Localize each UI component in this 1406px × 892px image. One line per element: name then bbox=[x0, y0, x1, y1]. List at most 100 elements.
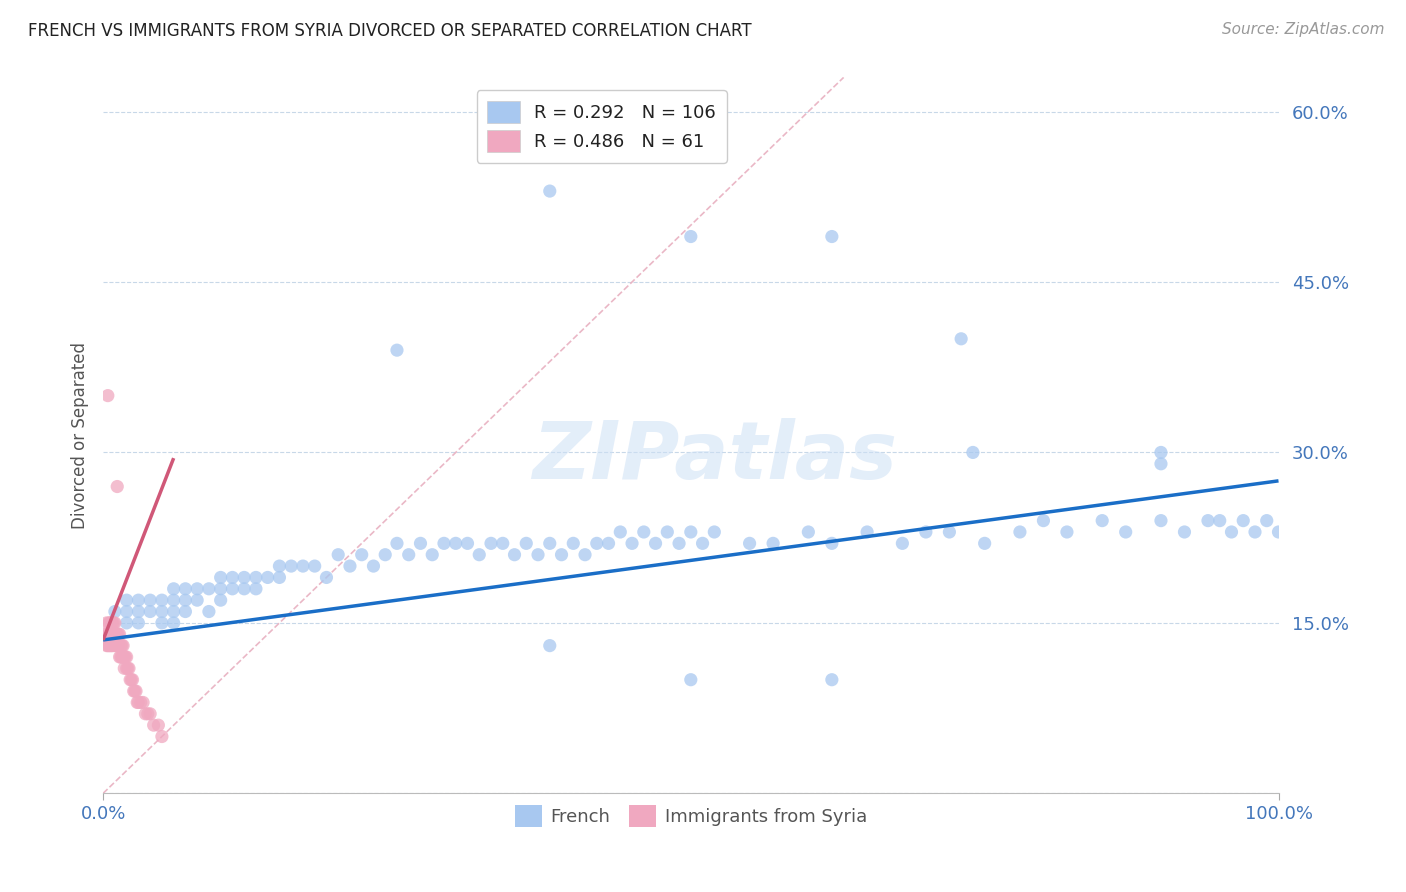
Point bbox=[574, 548, 596, 562]
Point bbox=[221, 582, 243, 596]
Point bbox=[374, 548, 396, 562]
Point bbox=[101, 639, 124, 653]
Point bbox=[107, 639, 129, 653]
Point bbox=[100, 627, 122, 641]
Point bbox=[105, 627, 128, 641]
Point bbox=[150, 615, 173, 630]
Point bbox=[98, 615, 121, 630]
Point bbox=[186, 582, 208, 596]
Point bbox=[550, 548, 572, 562]
Point bbox=[94, 627, 117, 641]
Point bbox=[1256, 514, 1278, 528]
Point bbox=[110, 650, 132, 665]
Point bbox=[127, 615, 149, 630]
Point bbox=[304, 559, 326, 574]
Point bbox=[110, 639, 132, 653]
Point bbox=[96, 615, 118, 630]
Point bbox=[1091, 514, 1114, 528]
Point bbox=[1032, 514, 1054, 528]
Point bbox=[398, 548, 420, 562]
Point bbox=[280, 559, 302, 574]
Text: Source: ZipAtlas.com: Source: ZipAtlas.com bbox=[1222, 22, 1385, 37]
Point bbox=[174, 593, 197, 607]
Point bbox=[973, 536, 995, 550]
Point bbox=[98, 627, 121, 641]
Point bbox=[245, 570, 267, 584]
Point bbox=[139, 593, 162, 607]
Point bbox=[1220, 524, 1243, 539]
Point bbox=[1173, 524, 1195, 539]
Point bbox=[269, 570, 291, 584]
Point bbox=[1150, 457, 1173, 471]
Point bbox=[100, 639, 122, 653]
Point bbox=[420, 548, 443, 562]
Point bbox=[633, 524, 655, 539]
Point bbox=[174, 605, 197, 619]
Point bbox=[609, 524, 631, 539]
Point bbox=[121, 673, 143, 687]
Point bbox=[797, 524, 820, 539]
Point bbox=[821, 536, 844, 550]
Point bbox=[915, 524, 938, 539]
Point bbox=[468, 548, 491, 562]
Y-axis label: Divorced or Separated: Divorced or Separated bbox=[72, 342, 89, 529]
Point bbox=[142, 718, 165, 732]
Point bbox=[104, 615, 127, 630]
Point bbox=[98, 627, 121, 641]
Point bbox=[98, 639, 121, 653]
Point bbox=[291, 559, 314, 574]
Point bbox=[1267, 524, 1289, 539]
Point bbox=[962, 445, 984, 459]
Point bbox=[114, 650, 136, 665]
Point bbox=[115, 661, 138, 675]
Point bbox=[538, 639, 561, 653]
Point bbox=[339, 559, 361, 574]
Point bbox=[124, 684, 146, 698]
Point bbox=[1232, 514, 1254, 528]
Point bbox=[209, 570, 232, 584]
Point bbox=[139, 605, 162, 619]
Point bbox=[538, 184, 561, 198]
Point bbox=[515, 536, 537, 550]
Point bbox=[233, 570, 256, 584]
Point bbox=[112, 639, 135, 653]
Point bbox=[115, 615, 138, 630]
Point bbox=[668, 536, 690, 550]
Point bbox=[621, 536, 644, 550]
Point bbox=[938, 524, 960, 539]
Point bbox=[644, 536, 666, 550]
Point bbox=[385, 343, 408, 358]
Point bbox=[233, 582, 256, 596]
Point bbox=[527, 548, 550, 562]
Text: FRENCH VS IMMIGRANTS FROM SYRIA DIVORCED OR SEPARATED CORRELATION CHART: FRENCH VS IMMIGRANTS FROM SYRIA DIVORCED… bbox=[28, 22, 752, 40]
Point bbox=[492, 536, 515, 550]
Point bbox=[115, 650, 138, 665]
Point bbox=[122, 684, 145, 698]
Point bbox=[538, 536, 561, 550]
Point bbox=[433, 536, 456, 550]
Point bbox=[98, 615, 121, 630]
Point bbox=[163, 615, 186, 630]
Point bbox=[125, 684, 148, 698]
Point bbox=[103, 615, 125, 630]
Point bbox=[562, 536, 585, 550]
Point bbox=[105, 479, 128, 493]
Point bbox=[679, 229, 702, 244]
Point bbox=[1150, 514, 1173, 528]
Point bbox=[198, 582, 221, 596]
Point bbox=[150, 730, 173, 744]
Point bbox=[115, 605, 138, 619]
Point bbox=[127, 695, 149, 709]
Point bbox=[598, 536, 620, 550]
Point bbox=[129, 695, 152, 709]
Point bbox=[112, 650, 135, 665]
Point bbox=[136, 706, 159, 721]
Point bbox=[112, 650, 135, 665]
Point bbox=[1209, 514, 1232, 528]
Point bbox=[98, 639, 121, 653]
Point bbox=[679, 673, 702, 687]
Point bbox=[115, 593, 138, 607]
Point bbox=[107, 627, 129, 641]
Point bbox=[148, 718, 170, 732]
Point bbox=[101, 627, 124, 641]
